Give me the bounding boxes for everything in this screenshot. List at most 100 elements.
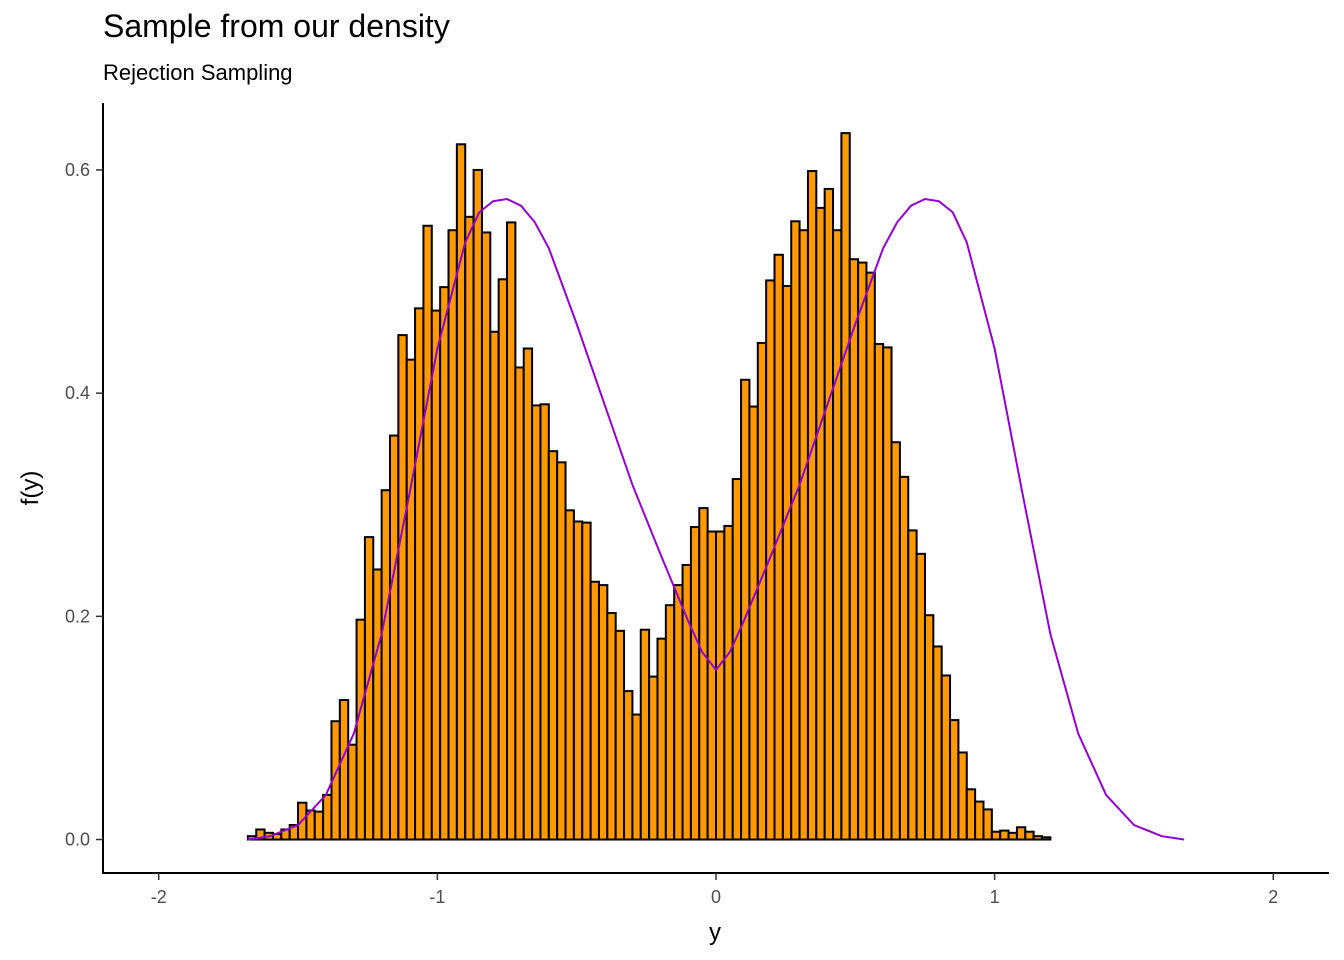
histogram-bar xyxy=(338,699,350,841)
histogram-bar xyxy=(873,343,885,841)
histogram-bar xyxy=(681,564,692,841)
histogram-bar xyxy=(531,404,542,841)
histogram-bar xyxy=(932,645,943,841)
histogram-bar xyxy=(380,489,391,841)
histogram-bar xyxy=(313,810,325,841)
histogram-bar xyxy=(940,674,952,841)
histogram-bar xyxy=(597,584,609,841)
y-tick-label: 0.0 xyxy=(65,830,90,850)
histogram-bar xyxy=(798,229,809,841)
histogram-bar xyxy=(957,751,968,841)
histogram-bar xyxy=(414,307,425,841)
histogram-bar xyxy=(765,279,776,841)
histogram-bar xyxy=(840,132,851,841)
histogram-bar xyxy=(506,221,517,841)
histogram-bar xyxy=(322,793,333,841)
histogram-bar xyxy=(514,366,525,841)
x-axis-ticks: -2 -1 0 1 2 xyxy=(151,873,1278,907)
histogram-bar xyxy=(723,524,734,841)
histogram-bar xyxy=(689,526,701,841)
histogram-bar xyxy=(572,520,584,841)
histogram-bar xyxy=(397,334,408,841)
histogram-bar xyxy=(706,530,718,841)
histogram-bar xyxy=(731,478,743,841)
histogram-bar xyxy=(748,405,759,841)
histogram-bar xyxy=(1024,830,1035,841)
histogram-bar xyxy=(865,271,876,841)
histogram-bar xyxy=(522,347,534,841)
y-axis-title: f(y) xyxy=(17,471,44,506)
histogram-bar xyxy=(857,261,868,841)
histogram-bar xyxy=(664,604,676,841)
histogram-bar xyxy=(581,521,592,841)
histogram-bar xyxy=(497,278,509,841)
histogram-bar xyxy=(422,224,433,841)
histogram-bar xyxy=(464,215,475,841)
histogram-bar xyxy=(907,529,918,841)
histogram-bar xyxy=(974,800,985,841)
y-tick-label: 0.6 xyxy=(65,160,90,180)
histogram-bar xyxy=(990,830,1002,841)
histogram-bar xyxy=(355,618,366,841)
histogram-bar xyxy=(489,330,500,841)
histogram-bar xyxy=(1007,831,1018,841)
histogram-bar xyxy=(832,229,843,841)
histogram-bar xyxy=(589,580,600,841)
histogram-bars xyxy=(246,132,1052,841)
histogram-bar xyxy=(388,434,400,841)
histogram-bar xyxy=(447,229,458,841)
histogram-bar xyxy=(848,258,860,841)
histogram-bar xyxy=(547,450,559,841)
histogram-bar xyxy=(806,170,818,841)
y-tick-label: 0.4 xyxy=(65,383,90,403)
histogram-bar xyxy=(815,206,826,841)
x-tick-label: 1 xyxy=(990,887,1000,907)
histogram-bar xyxy=(898,475,910,841)
chart-title: Sample from our density xyxy=(103,8,450,44)
chart-subtitle: Rejection Sampling xyxy=(103,60,293,85)
histogram-bar xyxy=(606,611,617,841)
histogram-bar xyxy=(631,713,642,841)
histogram-bar xyxy=(823,187,835,841)
histogram-bar xyxy=(347,743,358,841)
y-axis-ticks: 0.0 0.2 0.4 0.6 xyxy=(65,160,103,850)
histogram-bar xyxy=(623,690,634,841)
histogram-bar xyxy=(1041,836,1052,841)
density-curve xyxy=(247,197,1185,841)
histogram-bar xyxy=(656,637,667,841)
histogram-bar xyxy=(439,286,450,841)
histogram-bar xyxy=(773,253,784,841)
histogram-bar xyxy=(614,629,626,841)
x-tick-label: 2 xyxy=(1268,887,1278,907)
histogram-bar xyxy=(556,461,567,841)
histogram-bar xyxy=(915,552,926,841)
histogram-bar xyxy=(1032,835,1044,841)
histogram-bar xyxy=(982,808,993,841)
histogram-bar xyxy=(923,614,935,841)
histogram-bar xyxy=(564,509,575,841)
histogram-bar xyxy=(790,220,801,841)
histogram-bar xyxy=(648,675,659,841)
histogram-bar xyxy=(890,441,901,841)
histogram-bar xyxy=(673,584,684,841)
x-axis-title: y xyxy=(709,919,721,946)
histogram-bar xyxy=(949,719,960,841)
histogram-bar xyxy=(781,285,793,841)
histogram-bar xyxy=(480,231,492,841)
histogram-bar xyxy=(965,788,977,841)
x-tick-label: -1 xyxy=(429,887,445,907)
histogram-bar xyxy=(405,358,417,841)
y-tick-label: 0.2 xyxy=(65,606,90,626)
histogram-bar xyxy=(639,628,651,841)
histogram-bar xyxy=(756,341,768,841)
histogram-bar xyxy=(372,568,383,841)
x-tick-label: 0 xyxy=(711,887,721,907)
x-tick-label: -2 xyxy=(151,887,167,907)
histogram-bar xyxy=(999,829,1010,841)
histogram-bar xyxy=(1015,826,1027,841)
histogram-bar xyxy=(882,346,893,841)
histogram-bar xyxy=(715,530,726,841)
histogram-bar xyxy=(430,309,442,841)
histogram-bar xyxy=(539,403,550,841)
